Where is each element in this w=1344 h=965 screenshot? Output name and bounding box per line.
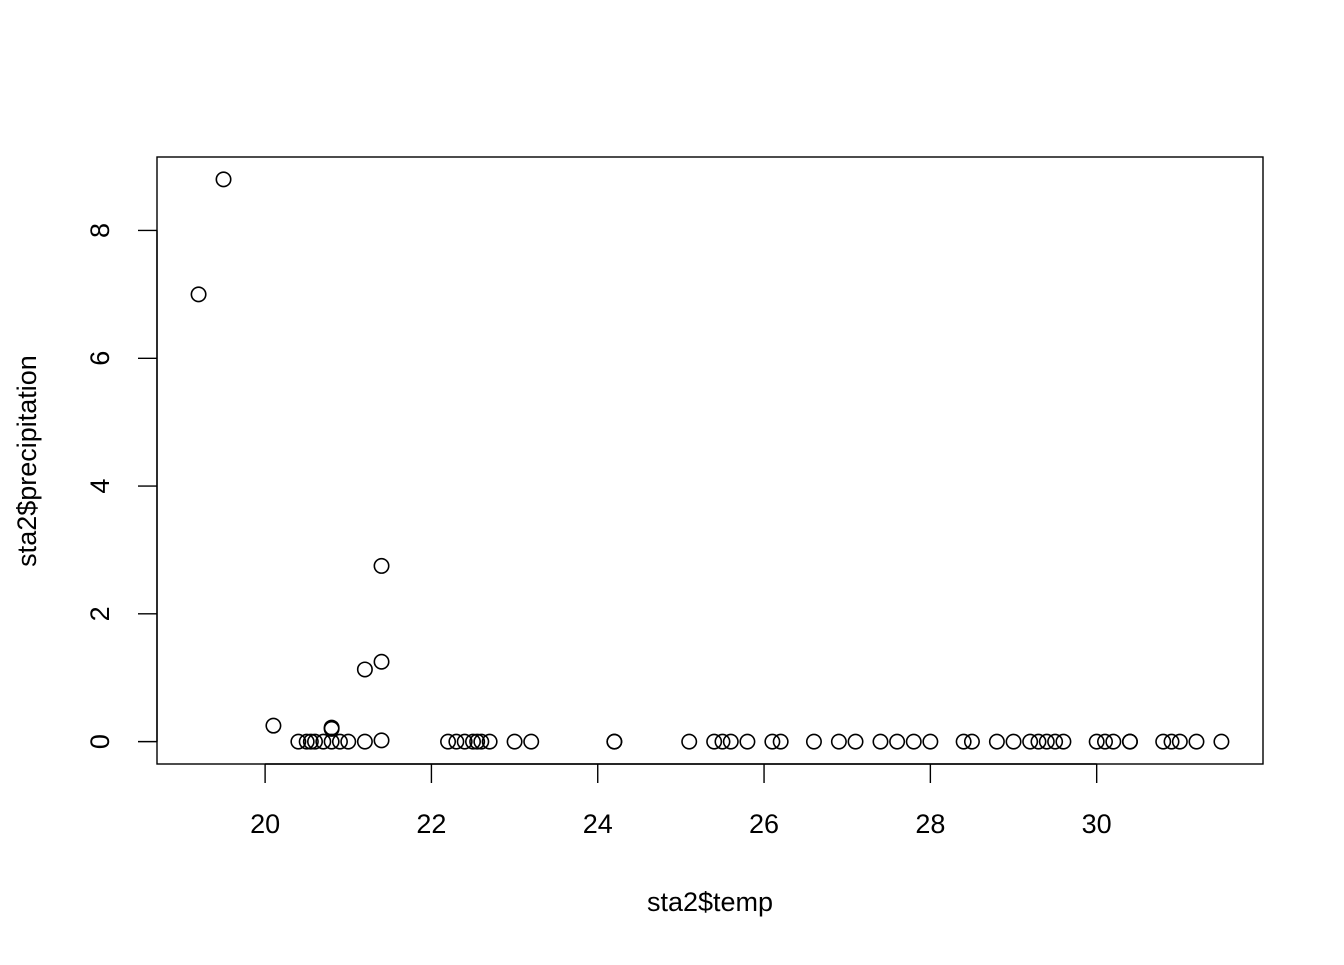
data-point	[315, 733, 332, 750]
data-point	[456, 733, 473, 750]
data-point	[1188, 733, 1205, 750]
x-tick-label: 30	[1082, 809, 1112, 839]
data-point	[306, 733, 323, 750]
data-point	[764, 733, 781, 750]
y-tick-label: 0	[85, 734, 115, 749]
data-point	[1171, 733, 1188, 750]
data-point	[1105, 733, 1122, 750]
data-point	[739, 733, 756, 750]
y-tick-label: 2	[85, 606, 115, 621]
data-point	[963, 733, 980, 750]
data-point	[889, 733, 906, 750]
data-point	[469, 733, 486, 750]
y-axis-label: sta2$precipitation	[12, 355, 42, 567]
x-tick-label: 20	[250, 809, 280, 839]
data-point	[606, 733, 623, 750]
y-axis: 0 2 4 6 8	[85, 223, 158, 749]
data-point	[1022, 733, 1039, 750]
data-point	[448, 733, 465, 750]
data-point	[373, 653, 390, 670]
points-layer	[190, 171, 1230, 750]
data-point	[988, 733, 1005, 750]
data-point	[1047, 733, 1064, 750]
data-point	[847, 733, 864, 750]
data-point	[1088, 733, 1105, 750]
data-point	[1005, 733, 1022, 750]
data-point	[805, 733, 822, 750]
x-axis: 20 22 24 26 28 30	[250, 763, 1112, 839]
data-point	[1213, 733, 1230, 750]
data-point	[356, 733, 373, 750]
data-point	[323, 733, 340, 750]
data-point	[714, 733, 731, 750]
data-point	[481, 733, 498, 750]
data-point	[523, 733, 540, 750]
data-point	[1163, 733, 1180, 750]
data-point	[1030, 733, 1047, 750]
data-point	[473, 733, 490, 750]
data-point	[190, 286, 207, 303]
x-tick-label: 26	[749, 809, 779, 839]
x-axis-label: sta2$temp	[647, 887, 773, 917]
data-point	[356, 661, 373, 678]
data-point	[1055, 733, 1072, 750]
data-point	[772, 733, 789, 750]
data-point	[464, 733, 481, 750]
data-point	[1038, 733, 1055, 750]
data-point	[340, 733, 357, 750]
data-point	[323, 720, 340, 737]
data-point	[872, 733, 889, 750]
data-point	[955, 733, 972, 750]
data-point	[922, 733, 939, 750]
y-tick-label: 4	[85, 479, 115, 494]
data-point	[298, 733, 315, 750]
data-point	[290, 733, 307, 750]
data-point	[373, 557, 390, 574]
data-point	[506, 733, 523, 750]
data-point	[830, 733, 847, 750]
data-point	[681, 733, 698, 750]
x-tick-label: 24	[583, 809, 613, 839]
data-point	[302, 733, 319, 750]
data-point	[265, 717, 282, 734]
data-point	[722, 733, 739, 750]
data-point	[1155, 733, 1172, 750]
x-tick-label: 22	[416, 809, 446, 839]
data-point	[331, 733, 348, 750]
data-point	[1121, 733, 1138, 750]
y-tick-label: 6	[85, 351, 115, 366]
data-point	[215, 171, 232, 188]
data-point	[440, 733, 457, 750]
data-point	[905, 733, 922, 750]
x-tick-label: 28	[915, 809, 945, 839]
data-point	[1097, 733, 1114, 750]
data-point	[706, 733, 723, 750]
data-point	[373, 732, 390, 749]
y-tick-label: 8	[85, 223, 115, 238]
